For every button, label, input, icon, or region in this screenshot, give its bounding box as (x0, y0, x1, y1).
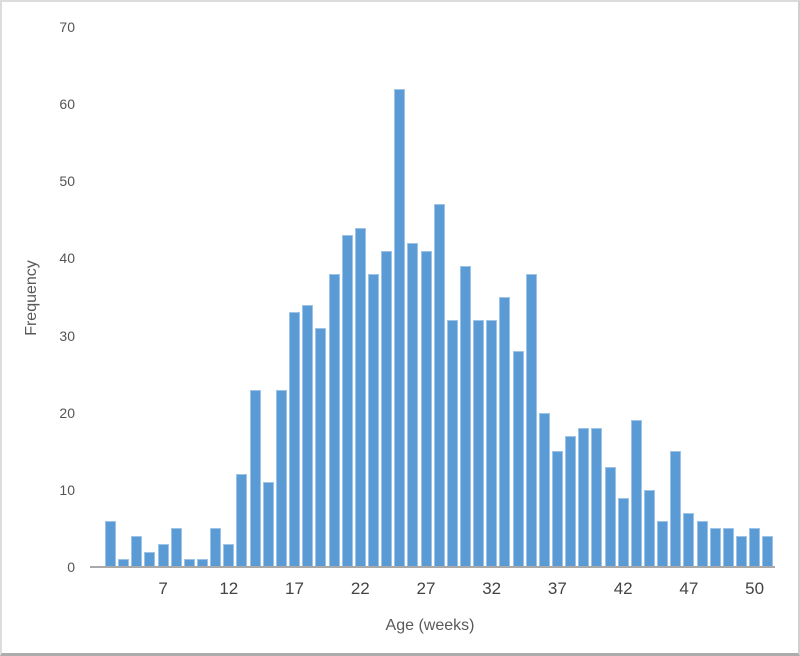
bar (722, 528, 734, 567)
bar (157, 544, 169, 567)
bar (565, 436, 577, 567)
x-tick-label: 17 (285, 579, 304, 598)
bar (289, 312, 300, 567)
x-tick-label: 50 (745, 579, 765, 598)
bar (749, 528, 761, 567)
bar (341, 235, 353, 567)
bar (538, 413, 550, 567)
x-tick-label: 7 (158, 579, 168, 598)
bar (604, 467, 616, 567)
y-tick-label: 40 (59, 250, 75, 267)
bar (736, 536, 747, 567)
bar (223, 544, 235, 567)
bar (551, 451, 563, 567)
bar (617, 498, 629, 567)
x-axis-title: Age (weeks) (385, 617, 475, 634)
bar (328, 274, 340, 567)
y-tick-label: 20 (59, 404, 75, 421)
bar (315, 328, 327, 567)
bar (236, 474, 248, 567)
y-tick-label: 60 (59, 96, 75, 113)
x-tick-label: 42 (613, 579, 633, 598)
bar (762, 536, 774, 567)
bar (643, 490, 655, 567)
bar (144, 552, 156, 567)
bar (433, 204, 445, 567)
bar (275, 390, 287, 567)
bar (302, 305, 314, 567)
bar (630, 420, 642, 567)
bar (170, 528, 182, 567)
bar (131, 536, 143, 567)
bar (670, 451, 682, 567)
y-tick-label: 30 (59, 327, 75, 344)
y-axis-title: Frequency (23, 260, 40, 336)
x-tick-label: 47 (679, 579, 699, 598)
bar (381, 251, 392, 567)
bar (696, 521, 708, 567)
x-tick-label: 27 (416, 579, 436, 598)
bar (183, 559, 195, 567)
bar (249, 390, 261, 567)
bar (210, 528, 222, 567)
y-tick-label: 50 (59, 173, 75, 190)
bar (591, 428, 603, 567)
y-tick-label: 0 (67, 559, 75, 575)
bar (394, 89, 406, 567)
bar (105, 521, 116, 567)
y-tick-label: 10 (59, 481, 75, 498)
bar (578, 428, 590, 567)
bar (354, 228, 366, 567)
bar (486, 320, 498, 567)
bar (118, 559, 130, 567)
y-tick-label: 70 (59, 19, 75, 35)
x-axis-line (90, 566, 775, 568)
x-tick-label: 12 (219, 579, 239, 598)
bar (473, 320, 485, 567)
bar (525, 274, 537, 567)
bar (709, 528, 721, 567)
bar (420, 251, 432, 567)
bar (367, 274, 379, 567)
bar (446, 320, 458, 567)
bar (499, 297, 511, 567)
bar (512, 351, 524, 567)
x-tick-label: 32 (482, 579, 502, 598)
bar (683, 513, 695, 567)
bar (407, 243, 419, 567)
x-tick-label: 22 (350, 579, 370, 598)
bar (657, 521, 669, 567)
x-tick-label: 37 (547, 579, 567, 598)
bar (459, 266, 471, 567)
bar (262, 482, 274, 567)
bar (197, 559, 208, 567)
